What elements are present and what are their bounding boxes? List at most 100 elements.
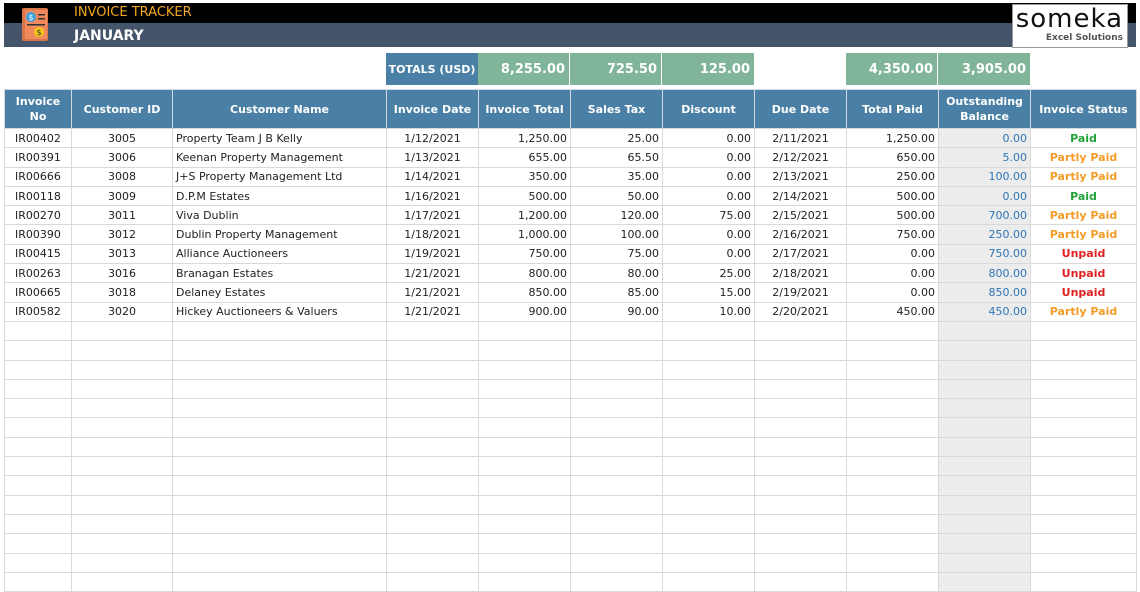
status-badge[interactable]: Partly Paid [1030,205,1137,226]
table-cell[interactable] [386,571,479,592]
table-cell[interactable] [4,359,72,380]
table-cell[interactable] [938,398,1031,419]
table-cell[interactable] [846,533,939,554]
table-cell[interactable] [662,320,755,342]
table-cell[interactable] [754,320,847,342]
table-cell[interactable] [662,513,755,535]
table-cell[interactable] [172,513,387,535]
table-cell[interactable] [1030,340,1137,361]
table-cell[interactable]: 750.00 [478,243,571,265]
table-cell[interactable] [478,533,571,554]
table-cell[interactable] [570,513,663,535]
table-cell[interactable]: 500.00 [846,185,939,207]
table-cell[interactable] [71,378,173,400]
table-cell[interactable]: 80.00 [570,263,663,284]
table-cell[interactable] [4,436,72,458]
table-cell[interactable]: 85.00 [570,282,663,303]
table-cell[interactable]: 3011 [71,205,173,226]
table-cell[interactable] [386,378,479,400]
table-cell[interactable] [662,456,755,477]
table-cell[interactable] [570,378,663,400]
table-cell[interactable]: 350.00 [478,166,571,187]
table-cell[interactable] [662,378,755,400]
table-cell[interactable] [754,436,847,458]
table-cell[interactable]: 0.00 [662,147,755,168]
table-cell[interactable] [4,378,72,400]
table-cell[interactable]: 1,250.00 [846,127,939,149]
table-cell[interactable]: 3008 [71,166,173,187]
table-cell[interactable] [4,417,72,438]
table-cell[interactable] [754,456,847,477]
table-cell[interactable]: Branagan Estates [172,263,387,284]
table-cell[interactable]: 2/19/2021 [754,282,847,303]
table-cell[interactable]: 1/19/2021 [386,243,479,265]
table-cell[interactable] [662,436,755,458]
table-cell[interactable] [386,340,479,361]
table-cell[interactable]: 500.00 [846,205,939,226]
table-cell[interactable] [662,494,755,515]
table-cell[interactable]: 1/12/2021 [386,127,479,149]
table-cell[interactable] [846,378,939,400]
table-cell[interactable]: 2/16/2021 [754,224,847,245]
table-cell[interactable] [846,320,939,342]
table-cell[interactable] [172,571,387,592]
table-cell[interactable]: 3020 [71,301,173,322]
table-cell[interactable]: 3005 [71,127,173,149]
table-cell[interactable] [938,320,1031,342]
table-cell[interactable]: 3009 [71,185,173,207]
table-cell[interactable]: 800.00 [938,263,1031,284]
table-cell[interactable]: 0.00 [662,127,755,149]
table-cell[interactable] [1030,475,1137,496]
table-cell[interactable] [938,378,1031,400]
table-cell[interactable]: 2/14/2021 [754,185,847,207]
table-cell[interactable] [478,359,571,380]
column-header[interactable]: Invoice Date [386,89,479,129]
table-cell[interactable]: 2/18/2021 [754,263,847,284]
table-cell[interactable]: 1/21/2021 [386,282,479,303]
table-cell[interactable] [570,494,663,515]
table-cell[interactable] [478,571,571,592]
table-cell[interactable]: 1/18/2021 [386,224,479,245]
status-badge[interactable]: Unpaid [1030,282,1137,303]
table-cell[interactable]: IR00415 [4,243,72,265]
table-cell[interactable] [662,475,755,496]
table-cell[interactable] [846,475,939,496]
table-cell[interactable]: 2/20/2021 [754,301,847,322]
table-cell[interactable]: Keenan Property Management [172,147,387,168]
table-cell[interactable]: IR00118 [4,185,72,207]
table-cell[interactable] [846,494,939,515]
table-cell[interactable]: 10.00 [662,301,755,322]
table-cell[interactable]: 25.00 [662,263,755,284]
table-cell[interactable] [754,494,847,515]
table-cell[interactable] [846,571,939,592]
table-cell[interactable] [570,436,663,458]
table-cell[interactable] [1030,533,1137,554]
table-cell[interactable]: 450.00 [846,301,939,322]
table-cell[interactable]: 1/13/2021 [386,147,479,168]
table-cell[interactable]: 3006 [71,147,173,168]
table-cell[interactable]: 0.00 [846,263,939,284]
table-cell[interactable]: J+S Property Management Ltd [172,166,387,187]
table-cell[interactable] [754,417,847,438]
table-cell[interactable]: IR00402 [4,127,72,149]
table-cell[interactable] [570,340,663,361]
table-cell[interactable] [386,398,479,419]
table-cell[interactable] [4,320,72,342]
table-cell[interactable]: 2/17/2021 [754,243,847,265]
table-cell[interactable] [846,552,939,573]
table-cell[interactable] [570,417,663,438]
table-cell[interactable] [172,398,387,419]
table-cell[interactable] [71,552,173,573]
table-cell[interactable] [71,513,173,535]
column-header[interactable]: Sales Tax [570,89,663,129]
table-cell[interactable] [386,533,479,554]
table-cell[interactable] [172,320,387,342]
table-cell[interactable] [938,494,1031,515]
column-header[interactable]: Invoice Total [478,89,571,129]
table-cell[interactable]: 100.00 [938,166,1031,187]
table-cell[interactable] [386,475,479,496]
table-cell[interactable] [754,359,847,380]
table-cell[interactable] [172,417,387,438]
table-cell[interactable] [754,398,847,419]
table-cell[interactable] [754,552,847,573]
